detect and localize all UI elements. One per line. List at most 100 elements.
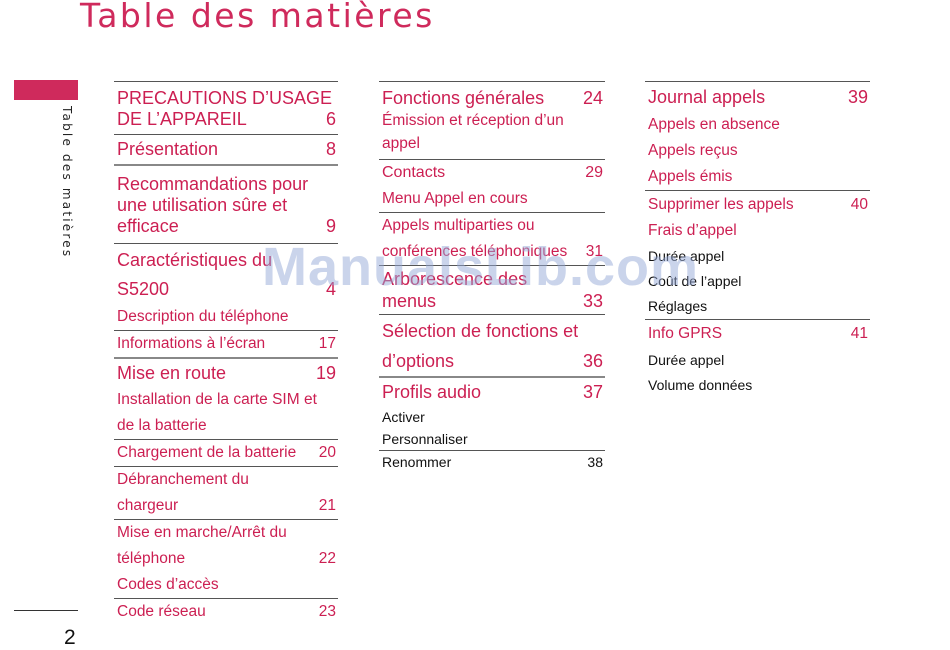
- page-number: 2: [64, 626, 76, 649]
- entry-title: Débranchement du: [117, 471, 249, 488]
- entry-page: 21: [318, 497, 336, 514]
- toc-entry[interactable]: Mise en marche/Arrêt du téléphone 22: [114, 519, 338, 572]
- toc-entry[interactable]: Appels émis: [645, 164, 870, 190]
- entry-title: Installation de la carte SIM et: [117, 391, 317, 408]
- footer-rule: [14, 610, 78, 611]
- entry-page: 6: [325, 109, 336, 129]
- toc-entry[interactable]: Code réseau 23: [114, 598, 338, 625]
- entry-title: une utilisation sûre et: [117, 195, 288, 215]
- entry-page: 24: [582, 88, 603, 108]
- entry-title: Codes d’accès: [117, 576, 219, 593]
- toc-entry[interactable]: Installation de la carte SIM et: [114, 387, 338, 413]
- entry-title: de la batterie: [117, 417, 207, 434]
- toc-entry[interactable]: Menu Appel en cours: [379, 186, 605, 212]
- entry-page: 39: [847, 86, 868, 107]
- toc-entry[interactable]: Frais d’appel: [645, 218, 870, 244]
- entry-page: 17: [318, 335, 336, 352]
- entry-page: 23: [318, 603, 336, 620]
- entry-title: Contacts: [382, 164, 446, 181]
- entry-title: Appels multiparties ou: [382, 217, 535, 234]
- entry-title: Frais d’appel: [648, 222, 737, 239]
- entry-title: Chargement de la batterie: [117, 444, 297, 461]
- entry-page: 9: [325, 216, 336, 236]
- toc-entry[interactable]: Renommer 38: [379, 450, 605, 473]
- toc-entry[interactable]: Info GPRS 41: [645, 319, 870, 348]
- toc-entry[interactable]: Durée appel: [645, 348, 870, 373]
- entry-title: Profils audio: [382, 381, 482, 402]
- entry-title: Supprimer les appels: [648, 196, 794, 213]
- entry-page: 37: [582, 381, 603, 402]
- entry-title: Renommer: [382, 454, 452, 470]
- entry-title: Émission et réception d’un appel: [382, 112, 564, 152]
- entry-page: 29: [585, 164, 603, 181]
- entry-title: Description du téléphone: [117, 308, 289, 325]
- entry-title: menus: [382, 291, 437, 311]
- entry-title: Durée appel: [648, 248, 725, 264]
- entry-title: conférences téléphoniques: [382, 243, 568, 260]
- toc-entry[interactable]: Recommandations pour une utilisation sûr…: [114, 164, 338, 243]
- toc-entry[interactable]: Appels reçus: [645, 138, 870, 164]
- toc-entry[interactable]: Informations à l’écran 17: [114, 330, 338, 357]
- entry-title: Mise en route: [117, 362, 227, 383]
- entry-title: PRECAUTIONS D’USAGE: [117, 88, 333, 108]
- entry-page: 20: [318, 444, 336, 461]
- toc-entry[interactable]: Journal appels 39: [645, 81, 870, 112]
- toc-entry[interactable]: de la batterie: [114, 413, 338, 439]
- entry-title: Arborescence des: [382, 269, 528, 289]
- toc-entry[interactable]: Personnaliser: [379, 428, 605, 450]
- entry-page: 19: [315, 362, 336, 383]
- toc-entry[interactable]: Arborescence des menus 33: [379, 265, 605, 314]
- entry-title: Personnaliser: [382, 431, 468, 447]
- entry-title: chargeur: [117, 497, 179, 514]
- entry-page: 40: [850, 196, 868, 213]
- toc-entry[interactable]: Codes d’accès: [114, 572, 338, 598]
- toc-entry[interactable]: Caractéristiques du S5200 4: [114, 243, 338, 304]
- entry-page: 4: [325, 279, 336, 299]
- entry-title: Appels émis: [648, 168, 733, 185]
- side-tab-bar: [14, 80, 78, 100]
- toc-entry[interactable]: Mise en route 19: [114, 357, 338, 387]
- toc-column-3: Journal appels 39 Appels en absence Appel…: [645, 81, 870, 398]
- entry-title: Sélection de fonctions et: [382, 321, 579, 341]
- entry-title: S5200: [117, 279, 170, 299]
- toc-entry[interactable]: Supprimer les appels 40: [645, 190, 870, 218]
- toc-entry[interactable]: Activer: [379, 406, 605, 428]
- toc-entry[interactable]: Volume données: [645, 373, 870, 398]
- entry-title: Appels en absence: [648, 116, 780, 133]
- toc-entry[interactable]: Durée appel: [645, 244, 870, 269]
- toc-entry[interactable]: Sélection de fonctions et d’options 36: [379, 314, 605, 376]
- entry-title: Réglages: [648, 298, 708, 314]
- entry-title: Info GPRS: [648, 325, 723, 342]
- entry-page: 33: [582, 291, 603, 311]
- toc-entry[interactable]: Appels en absence: [645, 112, 870, 138]
- toc-entry[interactable]: Présentation 8: [114, 134, 338, 164]
- entry-title: efficace: [117, 216, 179, 236]
- page-title: Table des matières: [80, 0, 435, 35]
- toc-entry[interactable]: PRECAUTIONS D’USAGE DE L’APPAREIL 6: [114, 81, 338, 134]
- entry-title: Menu Appel en cours: [382, 190, 528, 207]
- toc-entry[interactable]: Contacts 29: [379, 159, 605, 186]
- entry-title: Durée appel: [648, 352, 725, 368]
- entry-title: téléphone: [117, 550, 186, 567]
- entry-title: Appels reçus: [648, 142, 738, 159]
- entry-title: Caractéristiques du: [117, 250, 273, 270]
- entry-title: Code réseau: [117, 603, 206, 620]
- entry-page: 22: [318, 550, 336, 567]
- toc-entry[interactable]: Profils audio 37: [379, 376, 605, 406]
- entry-page: 41: [850, 325, 868, 342]
- entry-title: Coût de l’appel: [648, 273, 742, 289]
- toc-entry[interactable]: Débranchement du chargeur 21: [114, 466, 338, 519]
- entry-title: Activer: [382, 409, 425, 425]
- toc-entry[interactable]: Réglages: [645, 294, 870, 319]
- toc-entry[interactable]: Chargement de la batterie 20: [114, 439, 338, 466]
- toc-entry[interactable]: Description du téléphone: [114, 304, 338, 330]
- entry-page: 36: [582, 351, 603, 371]
- toc-entry[interactable]: Fonctions générales 24 Émission et récept…: [379, 81, 605, 159]
- toc-entry[interactable]: Appels multiparties ou conférences télép…: [379, 212, 605, 265]
- entry-page: 31: [585, 243, 603, 260]
- toc-column-2: Fonctions générales 24 Émission et récept…: [379, 81, 605, 473]
- entry-title: Présentation: [117, 139, 219, 159]
- toc-entry[interactable]: Coût de l’appel: [645, 269, 870, 294]
- entry-title: Mise en marche/Arrêt du: [117, 524, 287, 541]
- entry-title: Volume données: [648, 377, 753, 393]
